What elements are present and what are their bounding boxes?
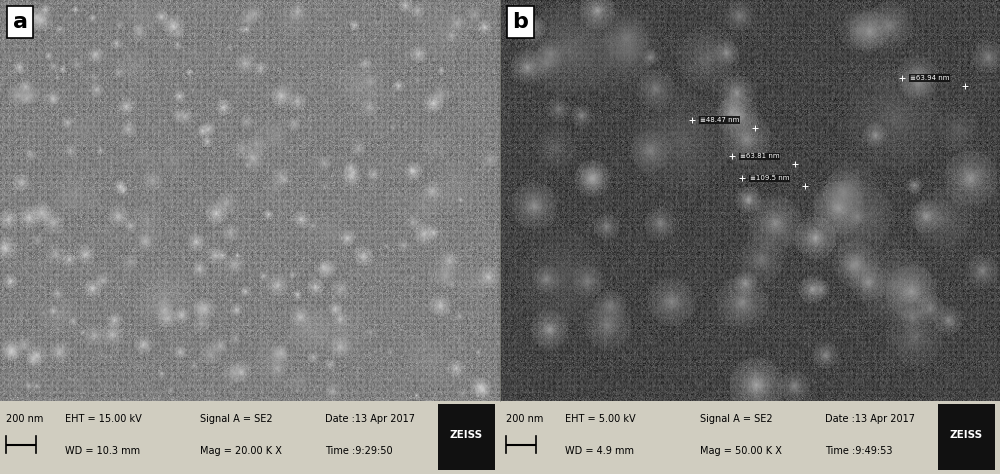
Text: Signal A = SE2: Signal A = SE2 bbox=[700, 414, 773, 424]
Text: Time :9:49:53: Time :9:49:53 bbox=[825, 446, 893, 456]
FancyBboxPatch shape bbox=[438, 404, 495, 470]
Text: WD = 10.3 mm: WD = 10.3 mm bbox=[65, 446, 140, 456]
Text: Date :13 Apr 2017: Date :13 Apr 2017 bbox=[325, 414, 415, 424]
Text: Time :9:29:50: Time :9:29:50 bbox=[325, 446, 393, 456]
Text: ZEISS: ZEISS bbox=[450, 430, 483, 440]
Text: 200 nm: 200 nm bbox=[507, 414, 544, 424]
Text: ZEISS: ZEISS bbox=[950, 430, 983, 440]
Text: ≣48.47 nm: ≣48.47 nm bbox=[700, 117, 739, 123]
Text: EHT = 15.00 kV: EHT = 15.00 kV bbox=[65, 414, 142, 424]
Text: a: a bbox=[12, 12, 28, 32]
Text: 200 nm: 200 nm bbox=[7, 414, 44, 424]
Text: WD = 4.9 mm: WD = 4.9 mm bbox=[565, 446, 634, 456]
Text: EHT = 5.00 kV: EHT = 5.00 kV bbox=[565, 414, 636, 424]
Text: Mag = 20.00 K X: Mag = 20.00 K X bbox=[200, 446, 282, 456]
Text: ≣109.5 nm: ≣109.5 nm bbox=[750, 175, 790, 181]
FancyBboxPatch shape bbox=[938, 404, 995, 470]
Text: ≣63.81 nm: ≣63.81 nm bbox=[740, 153, 780, 159]
Text: Signal A = SE2: Signal A = SE2 bbox=[200, 414, 273, 424]
Text: ≣63.94 nm: ≣63.94 nm bbox=[910, 75, 950, 81]
Text: Date :13 Apr 2017: Date :13 Apr 2017 bbox=[825, 414, 915, 424]
Text: b: b bbox=[512, 12, 528, 32]
Text: Mag = 50.00 K X: Mag = 50.00 K X bbox=[700, 446, 782, 456]
